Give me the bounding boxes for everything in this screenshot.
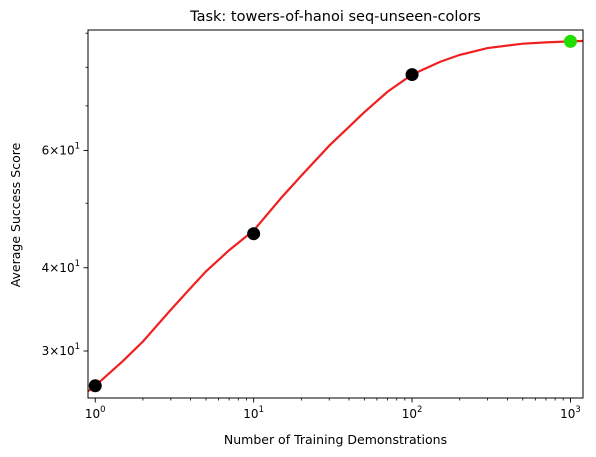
y-tick-base: ×10 [49, 261, 74, 275]
data-point [247, 227, 261, 241]
x-tick-label: 101 [243, 405, 264, 421]
y-axis-label: Average Success Score [8, 142, 23, 287]
data-point [88, 379, 102, 393]
y-tick-label: 4×101 [42, 259, 80, 275]
plot-area [87, 34, 584, 393]
y-tick-exponent: 1 [75, 141, 80, 151]
x-tick-exponent: 0 [100, 405, 105, 415]
x-tick-base: 10 [560, 407, 575, 421]
data-point [405, 68, 419, 82]
y-tick-base: ×10 [49, 344, 74, 358]
y-tick-exponent: 1 [75, 259, 80, 269]
x-tick-base: 10 [243, 407, 258, 421]
y-tick-mantissa: 3 [42, 344, 50, 358]
chart-title: Task: towers-of-hanoi seq-unseen-colors [189, 9, 481, 25]
highlight-point [563, 34, 577, 48]
plot-frame [87, 29, 584, 399]
x-tick-label: 103 [560, 405, 581, 421]
y-tick-label: 6×101 [42, 141, 80, 157]
x-axis-label: Number of Training Demonstrations [224, 432, 447, 447]
y-tick-label: 3×101 [42, 342, 80, 358]
x-tick-label: 100 [85, 405, 106, 421]
y-tick-exponent: 1 [75, 342, 80, 352]
x-tick-base: 10 [402, 407, 417, 421]
x-tick-label: 102 [402, 405, 423, 421]
fit-curve [87, 39, 584, 393]
x-tick-exponent: 3 [575, 405, 580, 415]
y-tick-mantissa: 4 [42, 261, 50, 275]
x-tick-base: 10 [85, 407, 100, 421]
y-tick-mantissa: 6 [42, 143, 50, 157]
x-tick-exponent: 2 [417, 405, 422, 415]
x-tick-exponent: 1 [259, 405, 264, 415]
y-tick-base: ×10 [49, 143, 74, 157]
